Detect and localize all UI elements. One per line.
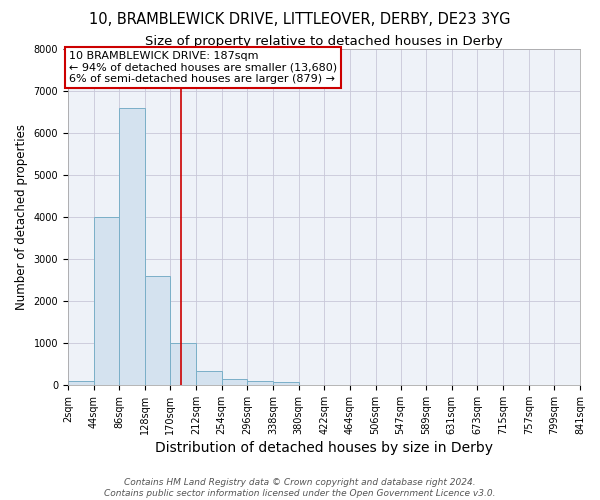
Bar <box>145 276 170 385</box>
Text: 10, BRAMBLEWICK DRIVE, LITTLEOVER, DERBY, DE23 3YG: 10, BRAMBLEWICK DRIVE, LITTLEOVER, DERBY… <box>89 12 511 28</box>
Y-axis label: Number of detached properties: Number of detached properties <box>15 124 28 310</box>
Text: 10 BRAMBLEWICK DRIVE: 187sqm
← 94% of detached houses are smaller (13,680)
6% of: 10 BRAMBLEWICK DRIVE: 187sqm ← 94% of de… <box>68 51 337 84</box>
Bar <box>196 372 222 385</box>
Bar <box>68 380 94 385</box>
Bar <box>247 380 273 385</box>
Bar <box>273 382 299 385</box>
Bar <box>119 108 145 385</box>
Bar <box>170 343 196 385</box>
X-axis label: Distribution of detached houses by size in Derby: Distribution of detached houses by size … <box>155 441 493 455</box>
Text: Contains HM Land Registry data © Crown copyright and database right 2024.
Contai: Contains HM Land Registry data © Crown c… <box>104 478 496 498</box>
Bar <box>222 378 247 385</box>
Title: Size of property relative to detached houses in Derby: Size of property relative to detached ho… <box>145 35 503 48</box>
Bar <box>94 217 119 385</box>
